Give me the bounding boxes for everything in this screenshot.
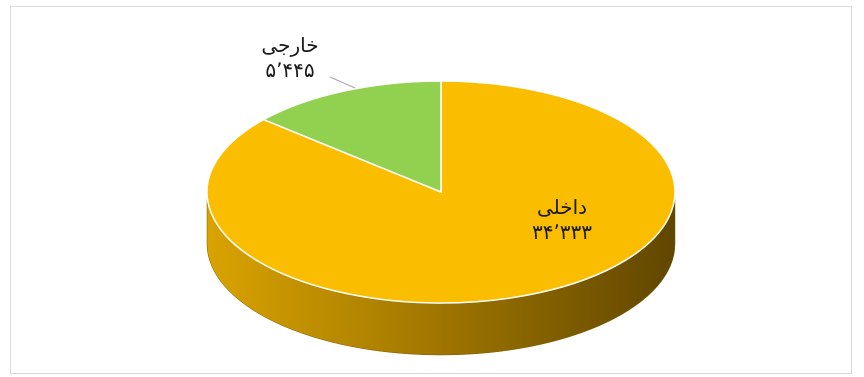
slice-value-khareji: ۵٬۴۴۵ bbox=[265, 58, 314, 82]
slice-value-dakheli: ۳۴٬۳۳۳ bbox=[532, 220, 592, 244]
slice-label-khareji: خارجی bbox=[261, 33, 318, 57]
slice-label-dakheli: داخلی bbox=[537, 195, 587, 219]
leader-line-khareji bbox=[329, 76, 356, 89]
slice-khareji bbox=[261, 80, 442, 194]
